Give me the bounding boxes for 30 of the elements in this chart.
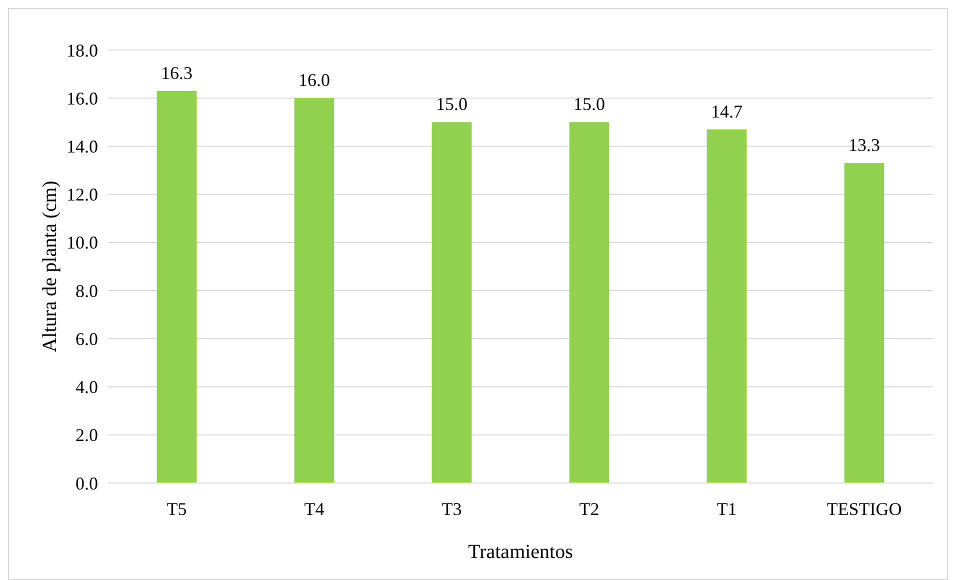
bar	[844, 163, 884, 483]
x-tick-label: T5	[166, 499, 187, 519]
y-tick-label: 18.0	[66, 40, 98, 60]
y-tick-label: 8.0	[76, 280, 98, 301]
data-label: 15.0	[436, 94, 468, 114]
x-tick-label: T2	[579, 499, 600, 519]
bar	[706, 129, 747, 483]
x-axis-title: Tratamientos	[468, 541, 574, 563]
data-label: 15.0	[574, 94, 605, 114]
x-tick-label: T4	[304, 499, 324, 519]
bar	[156, 90, 197, 483]
y-tick-label: 12.0	[66, 184, 98, 205]
data-label: 13.3	[848, 135, 880, 156]
data-label: 16.0	[298, 70, 330, 90]
x-tick-label: T1	[716, 499, 737, 519]
x-tick-label: T3	[442, 499, 462, 519]
bar	[294, 98, 334, 483]
y-tick-label: 14.0	[66, 136, 98, 157]
y-tick-label: 4.0	[76, 377, 98, 398]
y-tick-label: 2.0	[76, 425, 98, 446]
y-tick-label: 16.0	[66, 88, 98, 108]
bar	[432, 122, 472, 483]
bar	[569, 122, 610, 483]
x-tick-label: TESTIGO	[826, 499, 902, 519]
data-label: 14.7	[711, 101, 742, 122]
y-tick-label: 0.0	[76, 473, 98, 494]
y-tick-label: 10.0	[66, 232, 98, 253]
data-label: 16.3	[161, 62, 192, 83]
y-tick-label: 6.0	[76, 328, 98, 349]
y-axis-title: Altura de planta (cm)	[39, 180, 61, 352]
